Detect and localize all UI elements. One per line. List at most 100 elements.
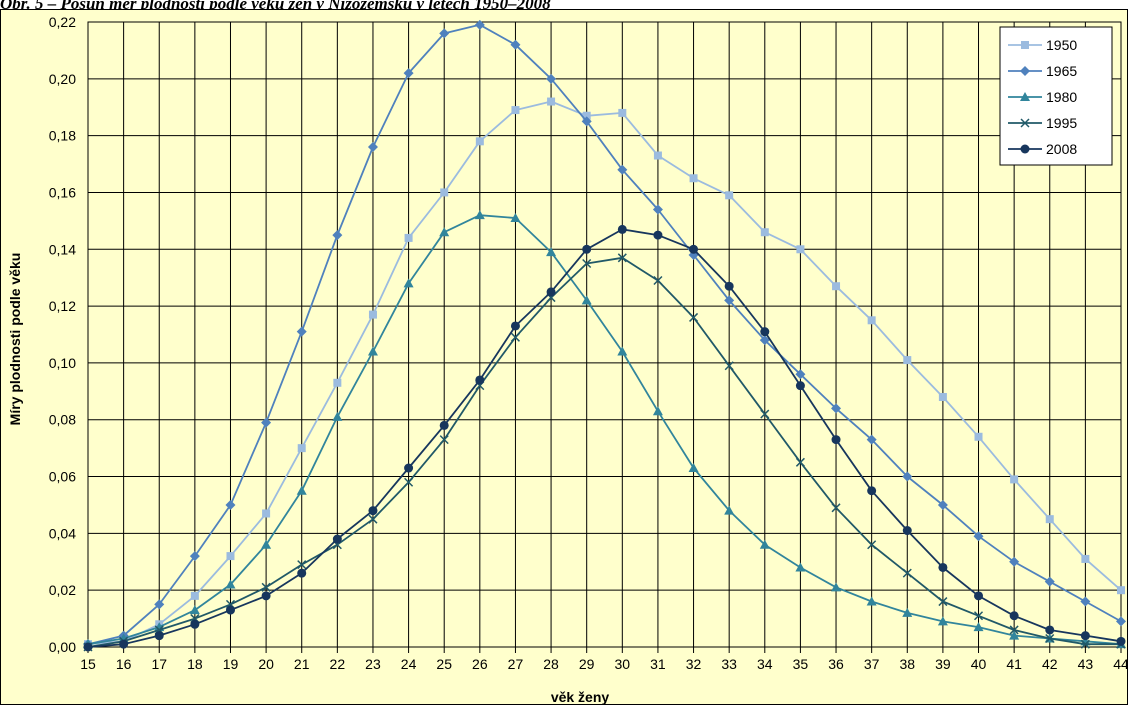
y-tick-label: 0,00 xyxy=(49,639,76,655)
x-tick-label: 19 xyxy=(223,656,239,672)
data-point-2008 xyxy=(902,526,912,536)
data-point-1950 xyxy=(867,316,876,325)
data-point-2008 xyxy=(831,435,841,445)
x-tick-label: 37 xyxy=(864,656,880,672)
data-point-1980 xyxy=(831,582,842,592)
x-tick-label: 40 xyxy=(971,656,987,672)
data-point-1965 xyxy=(1044,576,1055,587)
data-point-2008 xyxy=(689,244,699,254)
data-point-1995 xyxy=(1080,639,1090,649)
data-point-2008 xyxy=(617,224,627,234)
data-point-1965 xyxy=(261,417,272,428)
data-point-1995 xyxy=(902,568,912,578)
data-point-1950 xyxy=(689,174,698,183)
data-point-1950 xyxy=(760,228,769,237)
data-point-1980 xyxy=(937,616,948,626)
data-point-1965 xyxy=(652,204,663,215)
data-point-1980 xyxy=(724,505,735,515)
x-tick-label: 21 xyxy=(294,656,310,672)
legend-marker-1965 xyxy=(1020,66,1030,76)
data-point-1980 xyxy=(866,596,877,606)
x-tick-label: 35 xyxy=(793,656,809,672)
data-point-2008 xyxy=(83,642,93,652)
data-point-1950 xyxy=(974,432,983,441)
x-tick-label: 32 xyxy=(686,656,702,672)
data-point-1950 xyxy=(511,106,520,115)
x-tick-label: 28 xyxy=(543,656,559,672)
x-tick-label: 43 xyxy=(1078,656,1094,672)
x-tick-label: 26 xyxy=(472,656,488,672)
series-line-2008 xyxy=(87,228,1122,648)
data-point-1965 xyxy=(510,39,521,50)
data-point-1950 xyxy=(226,552,235,561)
x-tick-label: 33 xyxy=(721,656,737,672)
data-point-1950 xyxy=(297,444,306,453)
legend-label-1950: 1950 xyxy=(1046,37,1077,53)
data-point-2008 xyxy=(261,591,271,601)
data-point-1980 xyxy=(688,463,699,473)
data-point-2008 xyxy=(1080,631,1090,641)
data-point-1950 xyxy=(832,282,841,291)
data-point-2008 xyxy=(974,591,984,601)
data-point-1980 xyxy=(902,607,913,617)
data-point-1995 xyxy=(867,540,877,550)
data-point-1965 xyxy=(189,551,200,562)
legend-marker-1995 xyxy=(1020,118,1030,128)
x-tick-label: 34 xyxy=(757,656,773,672)
legend-label-1995: 1995 xyxy=(1046,115,1077,131)
x-tick-label: 29 xyxy=(579,656,595,672)
data-point-1980 xyxy=(439,227,450,237)
data-point-2008 xyxy=(938,562,948,572)
data-point-2008 xyxy=(475,375,485,385)
series-line-1950 xyxy=(87,100,1122,646)
x-tick-label: 27 xyxy=(508,656,524,672)
data-point-1980 xyxy=(546,247,557,257)
data-point-1965 xyxy=(1009,556,1020,567)
data-point-1995 xyxy=(831,503,841,513)
data-point-1980 xyxy=(759,539,770,549)
data-point-1950 xyxy=(262,509,271,518)
data-point-1950 xyxy=(440,188,449,197)
legend-box xyxy=(999,26,1113,166)
data-point-1950 xyxy=(475,137,484,146)
data-point-2008 xyxy=(510,321,520,331)
legend-label-1980: 1980 xyxy=(1046,89,1077,105)
legend-label-2008: 2008 xyxy=(1046,141,1077,157)
data-point-1950 xyxy=(653,151,662,160)
series-line-1995 xyxy=(87,256,1121,648)
data-point-1965 xyxy=(296,326,307,337)
data-point-2008 xyxy=(795,381,805,391)
x-tick-label: 39 xyxy=(935,656,951,672)
data-point-2008 xyxy=(439,420,449,430)
data-point-2008 xyxy=(1116,636,1126,646)
x-tick-label: 16 xyxy=(116,656,132,672)
data-point-1950 xyxy=(1081,554,1090,563)
series-1965 xyxy=(83,19,1126,650)
data-point-2008 xyxy=(1009,611,1019,621)
data-point-1950 xyxy=(1045,515,1054,524)
data-point-1950 xyxy=(618,108,627,117)
x-tick-label: 41 xyxy=(1006,656,1022,672)
data-point-1995 xyxy=(404,477,414,487)
data-point-2008 xyxy=(404,463,414,473)
data-point-1965 xyxy=(154,599,165,610)
data-point-2008 xyxy=(760,327,770,337)
y-tick-label: 0,04 xyxy=(49,525,76,541)
data-point-1950 xyxy=(725,191,734,200)
legend: 1950 1965 1980 1995 2008 xyxy=(999,26,1113,166)
series-2008 xyxy=(83,224,1126,652)
series-line-1980 xyxy=(87,214,1122,646)
data-point-1965 xyxy=(937,499,948,510)
data-point-1965 xyxy=(332,230,343,241)
x-tick-label: 22 xyxy=(330,656,346,672)
data-point-1965 xyxy=(759,335,770,346)
gridlines xyxy=(87,21,1122,653)
data-point-1995 xyxy=(760,409,770,419)
data-point-2008 xyxy=(653,230,663,240)
x-axis-title: věk ženy xyxy=(551,689,610,704)
plot-border xyxy=(87,21,1122,648)
data-point-1965 xyxy=(474,19,485,30)
data-point-2008 xyxy=(1045,625,1055,635)
